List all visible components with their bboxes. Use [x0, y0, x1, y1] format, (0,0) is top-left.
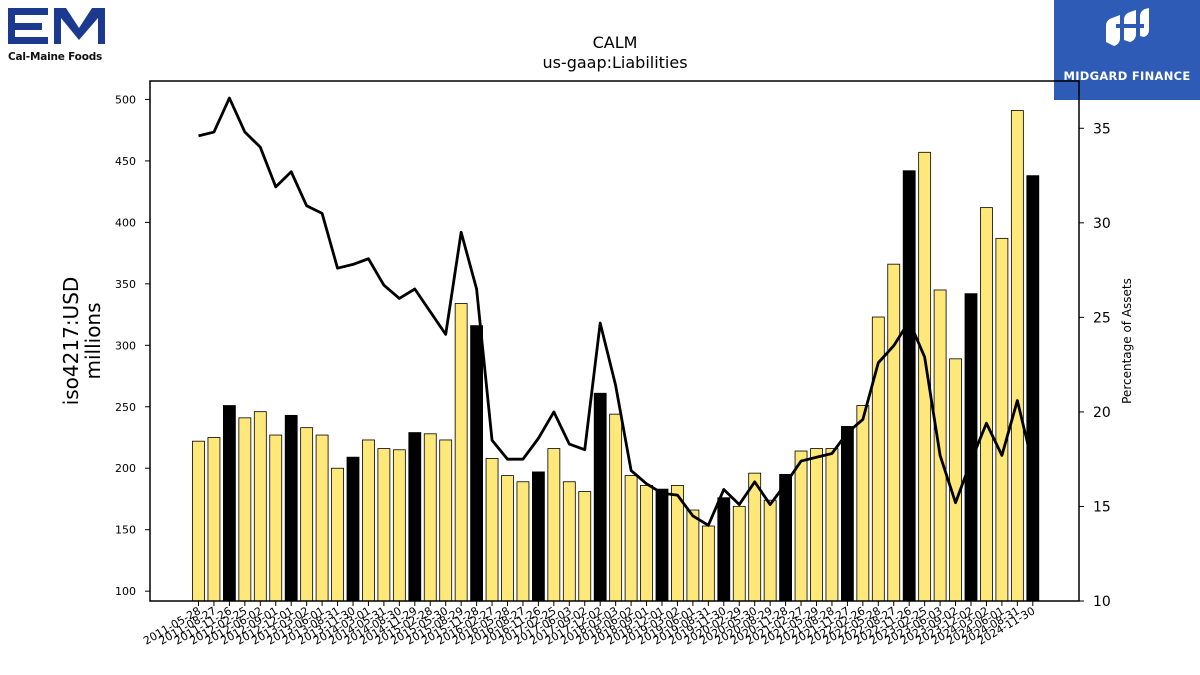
bar [392, 449, 406, 602]
bar [408, 432, 422, 602]
midgard-emblem-icon [1106, 8, 1149, 46]
bar [222, 405, 236, 602]
bar [578, 491, 592, 602]
midgard-finance-wordmark: MIDGARD FINANCE [1063, 69, 1191, 83]
cal-maine-logo [8, 8, 105, 44]
bar [377, 448, 391, 602]
bar [995, 237, 1009, 602]
bar [284, 414, 298, 602]
bar [207, 437, 221, 602]
bar [763, 499, 777, 602]
bar [501, 475, 514, 602]
bar [439, 439, 453, 602]
chart-subtitle: us-gaap:Liabilities [542, 53, 687, 72]
bar [640, 485, 653, 602]
bar [532, 471, 545, 602]
bar [593, 392, 607, 602]
bar [732, 505, 746, 602]
bar [454, 303, 468, 602]
right-tick-label: 25 [1093, 310, 1111, 326]
bar [238, 417, 252, 602]
bar [470, 325, 484, 602]
bar [717, 497, 731, 602]
bar [362, 439, 375, 602]
right-tick-label: 30 [1093, 216, 1111, 232]
chart-title: CALM [593, 33, 638, 52]
line-series [198, 96, 1035, 527]
left-tick-label: 100 [115, 585, 136, 598]
right-tick-label: 15 [1093, 499, 1111, 515]
left-axis-label-line: millions [81, 302, 105, 379]
bar [315, 434, 329, 602]
cal-maine-wordmark: Cal-Maine Foods [8, 51, 103, 63]
bar [269, 434, 283, 602]
bar [192, 440, 205, 602]
bar [825, 448, 839, 602]
left-tick-label: 150 [115, 524, 136, 537]
bar [841, 426, 854, 602]
bar [300, 427, 314, 602]
bar [624, 475, 638, 602]
bar [516, 481, 530, 602]
right-tick-label: 10 [1093, 594, 1111, 610]
bar-series [192, 110, 1040, 602]
right-tick-label: 35 [1093, 121, 1111, 137]
bar [810, 448, 823, 602]
bar [547, 448, 561, 602]
bar [346, 456, 360, 602]
bar [1010, 110, 1024, 602]
right-axis-label: Percentage of Assets [1120, 278, 1134, 404]
left-axis-label: iso4217:USDmillions [59, 277, 105, 406]
bar [856, 405, 870, 602]
bar [253, 411, 267, 602]
right-tick-label: 20 [1093, 405, 1111, 421]
x-axis: 2011-05-282011-08-272011-11-262012-02-25… [141, 601, 1037, 648]
bar [686, 509, 700, 602]
left-axis: 100 150 200 250 300 350 400 450 500 [115, 93, 150, 598]
bar [794, 450, 808, 602]
bar [779, 473, 792, 602]
left-axis-label-line: iso4217:USD [59, 277, 83, 406]
left-tick-label: 350 [115, 278, 136, 291]
left-tick-label: 250 [115, 401, 136, 414]
left-tick-label: 200 [115, 462, 136, 475]
bar [655, 488, 669, 602]
bar [980, 207, 993, 602]
bar [701, 525, 715, 602]
percentage-line [198, 96, 1035, 527]
left-tick-label: 500 [115, 93, 136, 106]
bar [1026, 175, 1040, 602]
bar [562, 481, 576, 602]
left-tick-label: 400 [115, 216, 136, 229]
bar [748, 472, 762, 602]
bar [331, 467, 344, 602]
bar [949, 358, 962, 602]
right-axis: 10 15 20 25 30 35 [1079, 121, 1111, 610]
left-tick-label: 450 [115, 155, 136, 168]
bar [485, 457, 499, 602]
bar [887, 263, 901, 602]
bar [423, 433, 437, 602]
plot-frame [149, 80, 1080, 602]
bar [902, 170, 916, 602]
bar [933, 289, 947, 602]
bar [609, 413, 623, 602]
left-tick-label: 300 [115, 339, 136, 352]
